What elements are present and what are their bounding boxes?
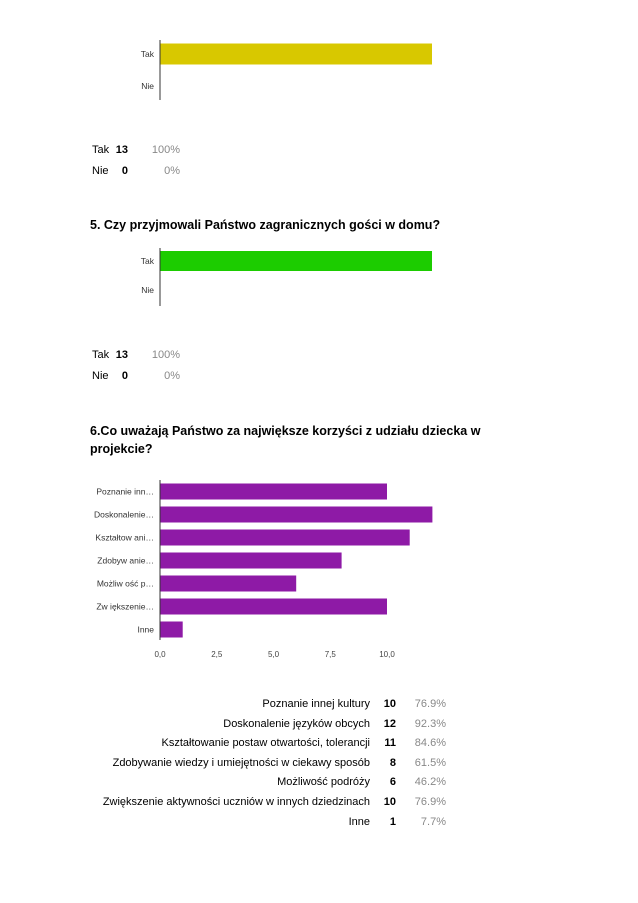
- summary-label: Możliwość podróży: [277, 776, 370, 789]
- bar: [160, 506, 433, 523]
- category-label: Inne: [137, 625, 154, 635]
- summary-row: Tak 13 100%: [92, 349, 192, 363]
- summary-label: Kształtowanie postaw otwartości, toleran…: [161, 737, 370, 750]
- summary-label: Tak: [92, 349, 110, 361]
- summary-count: 8: [389, 756, 396, 769]
- summary-label: Nie: [92, 370, 109, 382]
- question-5-title: 5. Czy przyjmowali Państwo zagranicznych…: [90, 218, 441, 232]
- summary-row: Tak 13 100%: [92, 144, 192, 158]
- summary-percent: 100%: [151, 349, 180, 361]
- summary-row: Zdobywanie wiedzy i umiejętności w cieka…: [80, 757, 450, 777]
- summary-count: 0: [121, 165, 128, 177]
- bar-chart-3: Poznanie inn… Doskonalenie… Kształtow ani……: [94, 480, 433, 659]
- bar: [160, 575, 297, 592]
- category-label: Doskonalenie…: [94, 510, 154, 520]
- x-tick-label: 5,0: [268, 650, 280, 659]
- bar: [160, 621, 183, 638]
- summary-row: Doskonalenie języków obcych 12 92.3%: [80, 718, 450, 738]
- summary-label: Poznanie innej kultury: [262, 698, 370, 710]
- question-6-title: 6.Co uważają Państwo za największe korzy…: [90, 424, 481, 456]
- summary-percent: 0%: [164, 165, 180, 177]
- summary-percent: 100%: [151, 144, 180, 156]
- summary-label: Inne: [348, 815, 370, 828]
- summary-percent: 76.9%: [414, 795, 446, 808]
- summary-label: Zdobywanie wiedzy i umiejętności w cieka…: [112, 756, 370, 769]
- bar: [160, 552, 342, 569]
- summary-percent: 61.5%: [414, 756, 446, 769]
- summary-row: Poznanie innej kultury 10 76.9%: [80, 698, 450, 718]
- bar: [160, 43, 432, 65]
- bar: [160, 529, 410, 546]
- bar-chart-1: Tak Nie: [141, 40, 432, 100]
- category-label: Poznanie inn…: [96, 487, 154, 497]
- category-label: Nie: [141, 285, 154, 295]
- summary-row: Zwiększenie aktywności uczniów w innych …: [80, 796, 450, 816]
- summary-label: Zwiększenie aktywności uczniów w innych …: [102, 795, 370, 808]
- summary-count: 0: [121, 370, 128, 382]
- summary-row: Nie 0 0%: [92, 370, 192, 384]
- summary-row: Kształtowanie postaw otwartości, toleran…: [80, 737, 450, 757]
- summary-row: Możliwość podróży 6 46.2%: [80, 776, 450, 796]
- category-label: Kształtow ani…: [95, 533, 154, 543]
- bar: [160, 483, 387, 500]
- category-label: Możliw ość p…: [97, 579, 154, 589]
- x-tick-label: 2,5: [211, 650, 223, 659]
- summary-count: 13: [115, 144, 128, 156]
- summary-percent: 0%: [164, 370, 180, 382]
- summary-label: Nie: [92, 165, 109, 177]
- summary-percent: 84.6%: [414, 737, 446, 750]
- summary-label: Tak: [92, 144, 110, 156]
- bar: [160, 251, 432, 271]
- question-6-summary-table: Poznanie innej kultury 10 76.9% Doskonal…: [80, 698, 450, 835]
- summary-count: 1: [389, 815, 396, 828]
- summary-count: 6: [389, 776, 396, 789]
- summary-percent: 92.3%: [414, 717, 446, 730]
- summary-count: 11: [384, 737, 396, 750]
- category-label: Tak: [141, 49, 155, 59]
- summary-percent: 7.7%: [420, 815, 446, 828]
- x-tick-label: 7,5: [325, 650, 337, 659]
- bar-chart-2: Tak Nie: [141, 248, 432, 306]
- summary-count: 12: [383, 717, 396, 730]
- category-label: Nie: [141, 81, 154, 91]
- summary-count: 10: [383, 698, 396, 710]
- summary-count: 13: [115, 349, 128, 361]
- category-label: Tak: [141, 256, 155, 266]
- summary-row: Nie 0 0%: [92, 165, 192, 179]
- summary-percent: 76.9%: [414, 698, 446, 710]
- summary-label: Doskonalenie języków obcych: [223, 717, 370, 730]
- summary-count: 10: [383, 795, 396, 808]
- x-tick-label: 0,0: [154, 650, 166, 659]
- x-tick-label: 10,0: [379, 650, 395, 659]
- summary-percent: 46.2%: [414, 776, 446, 789]
- summary-row: Inne 1 7.7%: [80, 816, 450, 836]
- bar: [160, 598, 387, 615]
- category-label: Zdobyw anie…: [97, 556, 154, 566]
- category-label: Zw iększenie…: [96, 602, 154, 612]
